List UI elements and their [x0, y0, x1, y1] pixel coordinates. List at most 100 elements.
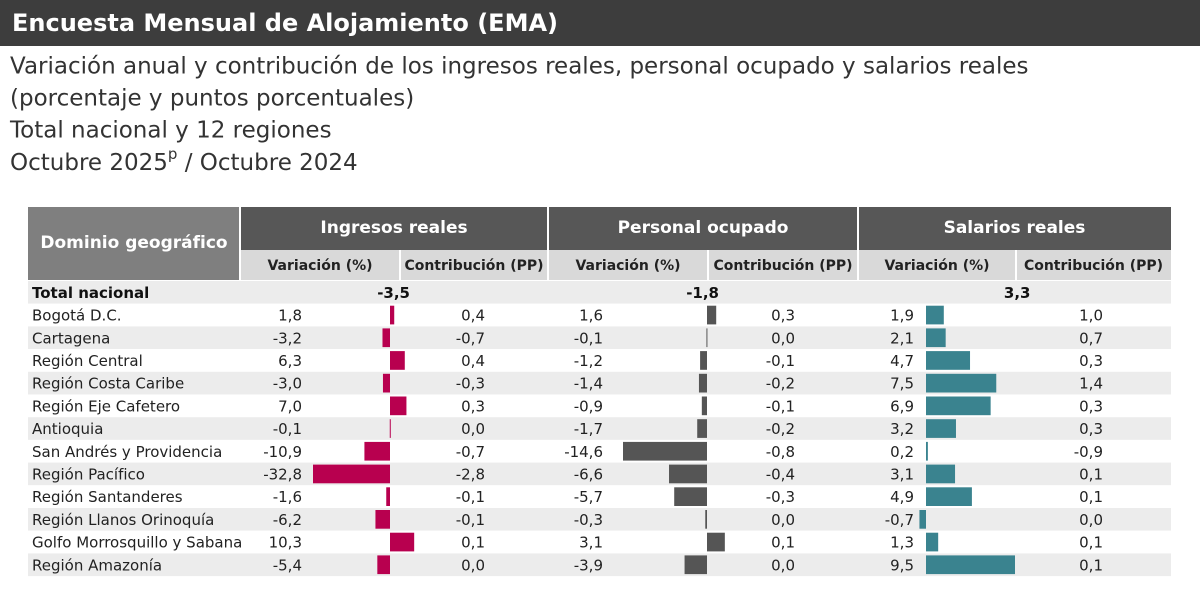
row-name: Cartagena	[32, 329, 110, 347]
variation-bar	[674, 487, 707, 506]
contribution: -0,2	[766, 375, 795, 393]
variation: 2,1	[890, 329, 914, 347]
contribution: 0,7	[1079, 329, 1103, 347]
contribution: -0,3	[456, 375, 485, 393]
row-name: Región Eje Cafetero	[32, 397, 180, 415]
row-bg	[28, 371, 1171, 395]
variation: -0,1	[574, 329, 603, 347]
group-header: Salarios reales	[944, 218, 1086, 238]
contribution: -0,1	[456, 511, 485, 529]
subtitle: (porcentaje y puntos porcentuales)	[10, 86, 414, 112]
variation-bar	[926, 351, 971, 370]
variation: 1,8	[278, 307, 302, 325]
sub-header: Variación (%)	[575, 258, 680, 274]
variation: -6,2	[273, 511, 302, 529]
variation-bar	[364, 441, 390, 461]
variation: 0,2	[890, 443, 914, 461]
variation: -14,6	[564, 443, 603, 461]
variation-bar	[926, 464, 956, 484]
row-name: Total nacional	[32, 284, 149, 302]
contribution: 0,1	[771, 534, 795, 552]
variation-bar	[701, 396, 707, 416]
row-name: Golfo Morrosquillo y Sabana	[32, 534, 242, 552]
variation: 6,9	[890, 397, 914, 415]
contribution: 0,1	[1079, 534, 1103, 552]
contribution: -2,8	[456, 465, 485, 483]
variation-bar	[926, 305, 944, 325]
variation-bar	[707, 532, 725, 552]
subtitle: Total nacional y 12 regiones	[9, 118, 332, 144]
variation: 7,0	[278, 397, 302, 415]
variation-bar	[623, 441, 707, 461]
variation: -6,6	[574, 465, 603, 483]
contribution: -0,7	[456, 443, 485, 461]
contribution: 0,0	[771, 511, 795, 529]
variation-bar	[919, 510, 926, 529]
contribution: 0,3	[461, 397, 485, 415]
variation-bar	[706, 328, 708, 348]
variation: -3,2	[273, 329, 302, 347]
variation: 3,2	[890, 420, 914, 438]
contribution: -0,1	[456, 488, 485, 506]
variation: -3,0	[273, 375, 302, 393]
variation: -1,6	[273, 488, 302, 506]
variation-bar	[684, 555, 707, 575]
variation: 4,9	[890, 488, 914, 506]
contribution: -0,2	[766, 420, 795, 438]
variation: 1,3	[890, 534, 914, 552]
row-name: Región Llanos Orinoquía	[32, 511, 214, 529]
period-sup: p	[168, 145, 178, 163]
contribution: 0,0	[771, 329, 795, 347]
contribution: 0,0	[461, 420, 485, 438]
row-bg	[28, 508, 1171, 531]
variation-bar	[313, 464, 390, 484]
contribution: 0,3	[1079, 352, 1103, 370]
variation: -32,8	[263, 465, 302, 483]
variation-bar	[926, 487, 972, 506]
variation: -5,4	[273, 556, 302, 574]
variation-bar	[386, 487, 390, 506]
variation-bar	[926, 441, 928, 461]
variation-bar	[700, 351, 707, 370]
variation-bar	[390, 396, 407, 416]
contribution: 0,4	[461, 352, 485, 370]
variation-bar	[705, 510, 707, 529]
contribution: 0,3	[771, 307, 795, 325]
contribution: 1,0	[1079, 307, 1103, 325]
row-name: Bogotá D.C.	[32, 307, 122, 325]
row-bg	[28, 303, 1171, 327]
row-bg	[28, 326, 1171, 350]
row-name: Región Amazonía	[32, 556, 162, 574]
contribution: 0,1	[1079, 488, 1103, 506]
variation-bar	[926, 532, 939, 552]
variation-bar	[375, 510, 390, 529]
variation: -1,4	[574, 375, 603, 393]
sub-header: Contribución (PP)	[713, 258, 852, 274]
row-name: Antioquia	[32, 420, 103, 438]
row-bg	[28, 417, 1171, 440]
variation: 9,5	[890, 556, 914, 574]
title: Encuesta Mensual de Alojamiento (EMA)	[12, 9, 558, 37]
variation: -10,9	[263, 443, 302, 461]
contribution: 0,4	[461, 307, 485, 325]
total-value: -1,8	[686, 284, 719, 302]
subtitle: Variación anual y contribución de los in…	[10, 54, 1028, 80]
row-name: Región Pacífico	[32, 465, 145, 483]
variation-bar	[698, 373, 707, 393]
variation-bar	[926, 373, 997, 393]
contribution: -0,9	[1074, 443, 1103, 461]
title-bar	[0, 0, 1200, 46]
row-name: Región Costa Caribe	[32, 375, 184, 393]
contribution: 0,0	[461, 556, 485, 574]
sub-header: Variación (%)	[267, 258, 372, 274]
contribution: -0,7	[456, 329, 485, 347]
variation: -5,7	[574, 488, 603, 506]
variation: 3,1	[579, 534, 603, 552]
contribution: -0,4	[766, 465, 795, 483]
row-bg	[28, 394, 1171, 418]
first-col-header-bg	[28, 207, 240, 280]
variation: 1,9	[890, 307, 914, 325]
variation-bar	[377, 555, 390, 575]
variation: 1,6	[579, 307, 603, 325]
contribution: 0,0	[771, 556, 795, 574]
